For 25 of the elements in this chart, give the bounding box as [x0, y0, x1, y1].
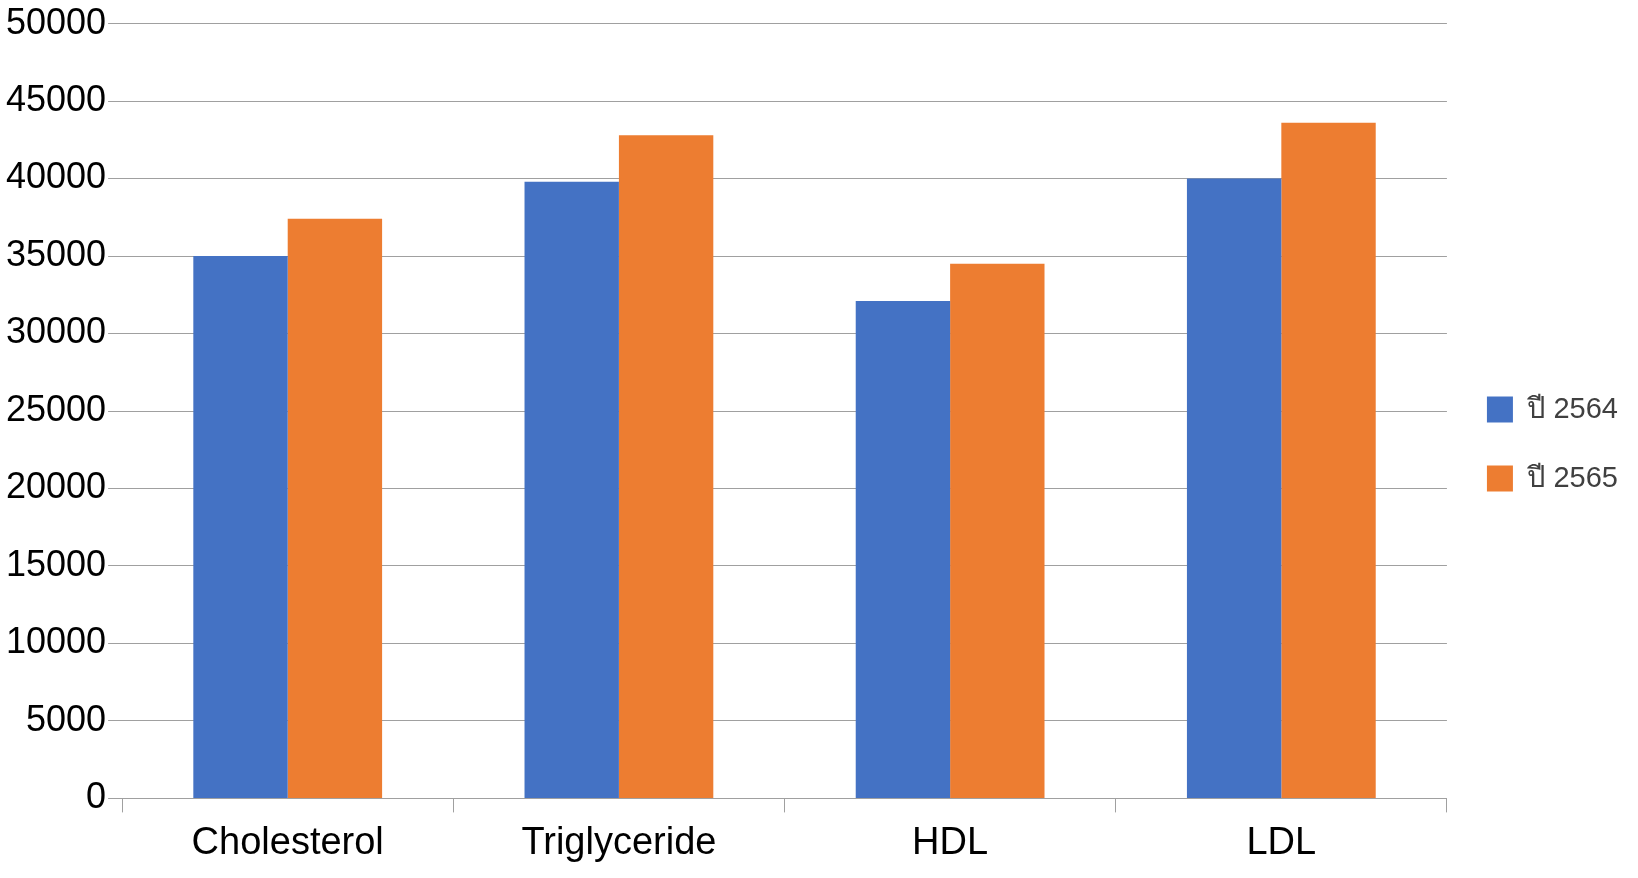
y-tick-label: 45000: [6, 78, 107, 119]
x-tick-label: HDL: [912, 819, 989, 862]
y-tick-label: 35000: [6, 232, 107, 274]
legend-label: ปี 2565: [1527, 460, 1619, 493]
x-tick-label: LDL: [1246, 819, 1317, 862]
legend-label: ปี 2564: [1527, 391, 1619, 424]
y-tick-label: 5000: [26, 697, 107, 739]
x-tick-label: Triglyceride: [521, 819, 717, 862]
y-tick-label: 50000: [6, 0, 107, 42]
bar: [524, 181, 619, 798]
bar: [950, 263, 1045, 798]
bar: [1186, 178, 1282, 798]
bar: [855, 300, 951, 798]
y-tick-label: 10000: [6, 620, 107, 662]
y-tick-label: 25000: [6, 387, 107, 429]
y-tick-label: 20000: [6, 465, 107, 507]
y-tick-label: 15000: [6, 542, 107, 584]
x-tick-label: Cholesterol: [191, 819, 384, 862]
y-tick-label: 30000: [6, 310, 107, 352]
bar: [1281, 122, 1376, 798]
bar: [287, 218, 383, 798]
y-tick-label: 0: [86, 775, 107, 817]
bar: [618, 135, 714, 798]
y-tick-label: 40000: [6, 155, 107, 197]
bar: [193, 256, 288, 798]
